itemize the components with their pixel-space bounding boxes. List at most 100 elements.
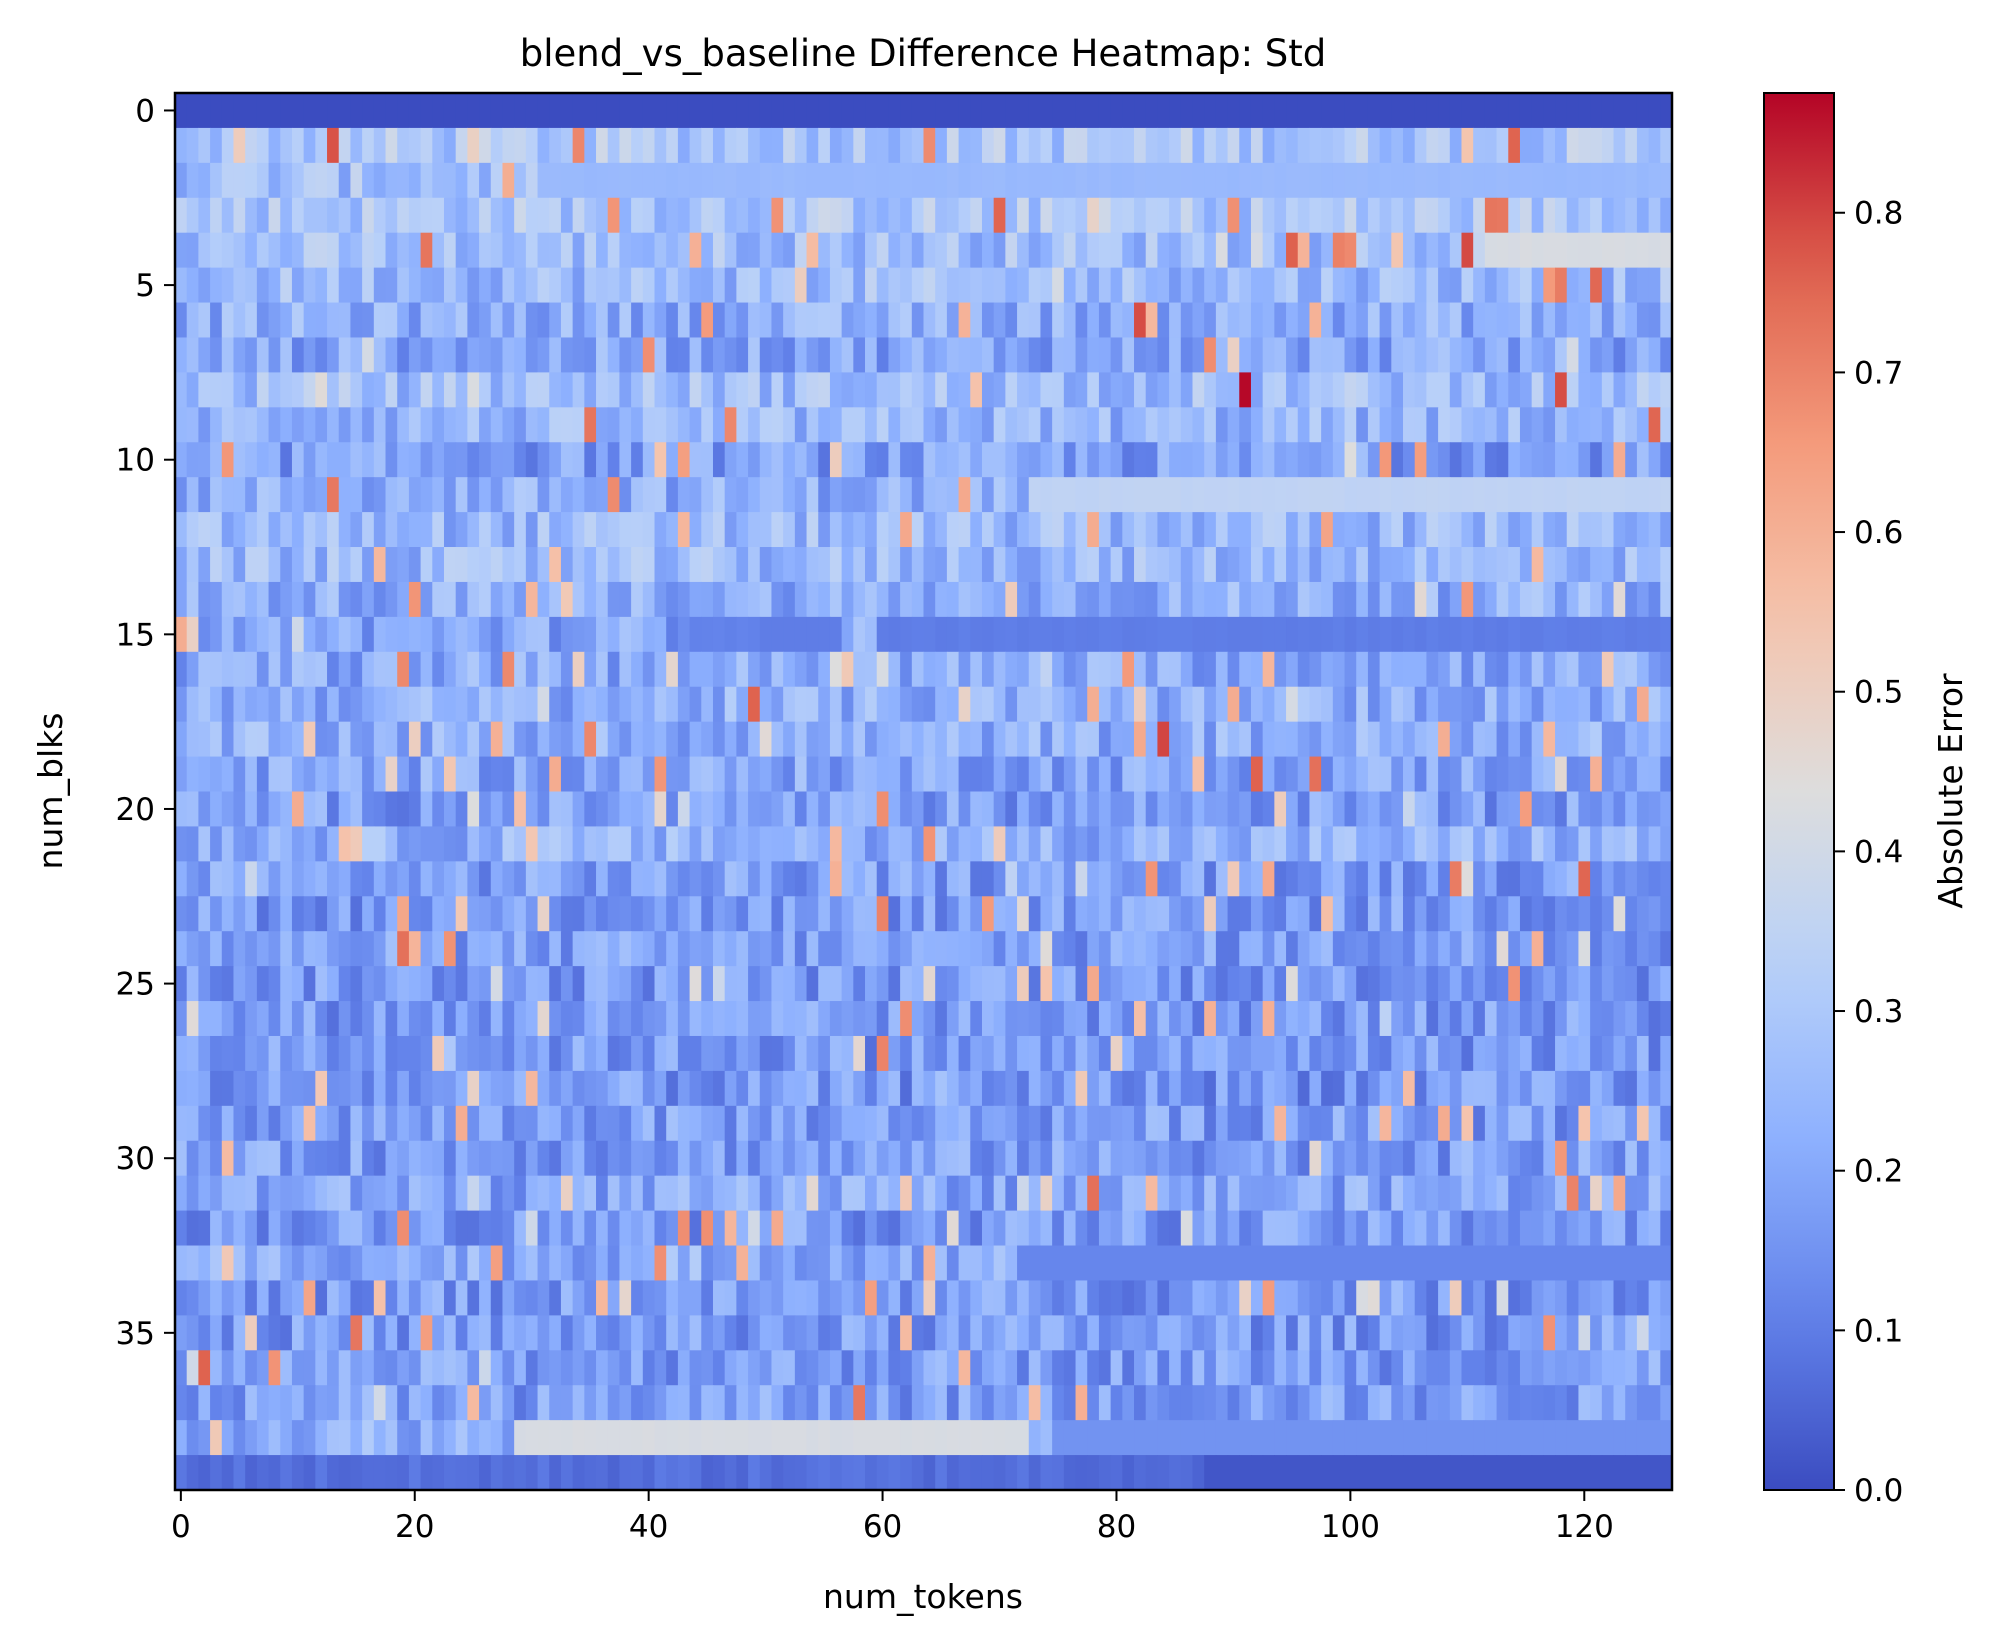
heatmap-cell	[1601, 1210, 1615, 1247]
heatmap-cell	[1660, 1315, 1673, 1351]
heatmap-cell	[1660, 581, 1673, 618]
heatmap-cell	[1215, 512, 1229, 548]
heatmap-cell	[642, 162, 656, 199]
heatmap-cell	[362, 1175, 375, 1212]
heatmap-cell	[1566, 931, 1580, 967]
heatmap-cell	[327, 267, 340, 304]
heatmap-cell	[1555, 1350, 1568, 1386]
heatmap-cell	[1169, 651, 1182, 688]
heatmap-cell	[338, 232, 352, 269]
heatmap-cell	[1519, 1245, 1533, 1282]
heatmap-cell	[1531, 966, 1544, 1002]
heatmap-cell	[1063, 931, 1077, 967]
heatmap-cell	[1508, 966, 1521, 1002]
heatmap-cell	[1636, 1350, 1650, 1386]
heatmap-cell	[1180, 756, 1194, 793]
heatmap-cell	[1215, 861, 1229, 897]
heatmap-cell	[1145, 686, 1159, 723]
heatmap-cell	[1613, 1001, 1626, 1037]
heatmap-cell	[443, 197, 457, 234]
heatmap-cell	[443, 1175, 457, 1212]
heatmap-cell	[1660, 93, 1673, 129]
heatmap-cell	[1157, 1245, 1170, 1282]
heatmap-cell	[771, 686, 784, 723]
heatmap-cell	[1052, 267, 1065, 304]
heatmap-cell	[1332, 1245, 1346, 1282]
heatmap-cell	[303, 1420, 316, 1456]
heatmap-cell	[1344, 896, 1357, 932]
heatmap-cell	[1075, 1001, 1088, 1037]
heatmap-cell	[1286, 1245, 1299, 1282]
heatmap-cell	[373, 1175, 387, 1212]
heatmap-cell	[408, 337, 422, 373]
heatmap-cell	[1250, 1105, 1264, 1142]
heatmap-cell	[221, 1385, 235, 1421]
heatmap-cell	[245, 931, 258, 967]
heatmap-cell	[186, 686, 199, 723]
heatmap-cell	[806, 337, 819, 373]
heatmap-cell	[1473, 162, 1486, 199]
heatmap-cell	[748, 372, 761, 408]
heatmap-cell	[280, 581, 293, 618]
heatmap-cell	[1391, 581, 1404, 618]
heatmap-cell	[1555, 407, 1568, 443]
heatmap-cell	[350, 861, 363, 897]
heatmap-cell	[1613, 1210, 1626, 1247]
heatmap-cell	[1601, 162, 1615, 199]
heatmap-cell	[1613, 547, 1626, 583]
heatmap-cell	[1204, 616, 1217, 653]
heatmap-cell	[1461, 616, 1474, 653]
heatmap-cell	[385, 512, 398, 548]
heatmap-cell	[408, 861, 422, 897]
heatmap-cell	[993, 1001, 1006, 1037]
heatmap-cell	[479, 616, 492, 653]
heatmap-cell	[771, 1350, 784, 1386]
heatmap-cell	[1438, 1385, 1451, 1421]
heatmap-cell	[1040, 966, 1053, 1002]
heatmap-cell	[338, 896, 352, 932]
heatmap-cell	[467, 791, 480, 828]
heatmap-cell	[900, 651, 913, 688]
heatmap-cell	[350, 1280, 363, 1316]
heatmap-cell	[701, 651, 714, 688]
heatmap-cell	[373, 1140, 387, 1177]
heatmap-cell	[1461, 512, 1474, 548]
heatmap-cell	[1332, 896, 1346, 932]
heatmap-cell	[1169, 756, 1182, 793]
heatmap-cell	[1613, 1175, 1626, 1212]
heatmap-cell	[350, 372, 363, 408]
heatmap-cell	[1601, 267, 1615, 304]
heatmap-cell	[1110, 442, 1123, 478]
heatmap-cell	[759, 197, 773, 234]
heatmap-cell	[1613, 1035, 1626, 1072]
heatmap-cell	[900, 1001, 913, 1037]
heatmap-cell	[256, 197, 270, 234]
heatmap-cell	[1332, 267, 1346, 304]
heatmap-cell	[537, 1105, 550, 1142]
heatmap-cell	[1075, 1385, 1088, 1421]
heatmap-cell	[631, 791, 644, 828]
heatmap-cell	[759, 372, 773, 408]
heatmap-cell	[385, 1385, 398, 1421]
heatmap-cell	[1063, 1035, 1077, 1072]
heatmap-cell	[420, 162, 433, 199]
heatmap-cell	[829, 896, 843, 932]
heatmap-cell	[993, 1210, 1006, 1247]
heatmap-cell	[1601, 477, 1615, 513]
heatmap-cell	[677, 197, 691, 234]
heatmap-cell	[853, 966, 866, 1002]
heatmap-cell	[1344, 1245, 1357, 1282]
heatmap-cell	[970, 1105, 983, 1142]
heatmap-cell	[748, 651, 761, 688]
heatmap-cell	[829, 1315, 843, 1351]
heatmap-cell	[198, 442, 211, 478]
heatmap-cell	[1192, 896, 1205, 932]
heatmap-cell	[502, 581, 515, 618]
heatmap-cell	[946, 1315, 960, 1351]
heatmap-cell	[1005, 1280, 1018, 1316]
heatmap-cell	[1508, 1175, 1521, 1212]
heatmap-cell	[677, 407, 691, 443]
heatmap-cell	[829, 861, 843, 897]
heatmap-cell	[291, 372, 305, 408]
heatmap-cell	[1063, 581, 1077, 618]
